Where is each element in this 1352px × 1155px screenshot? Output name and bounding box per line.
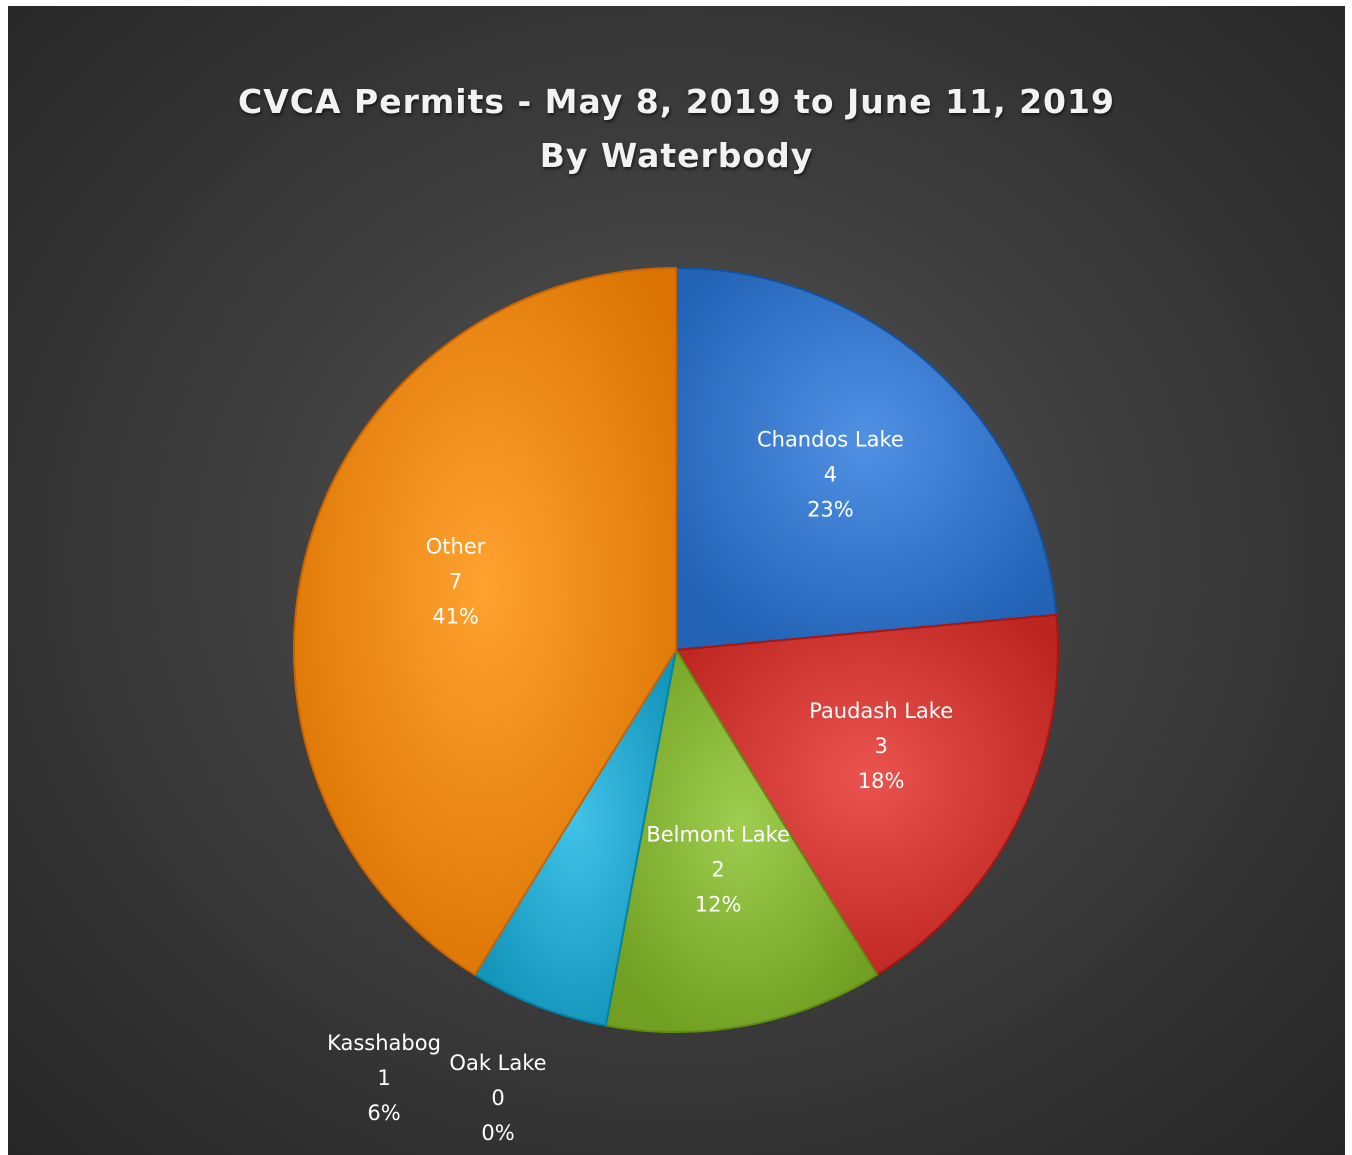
pie-slice-kasshabog (473, 649, 677, 1027)
data-label-belmont-lake-value: 2 (711, 857, 724, 881)
pie-slice-other (293, 266, 677, 977)
data-label-belmont-lake-name: Belmont Lake (646, 822, 790, 846)
data-label-other-value: 7 (449, 569, 462, 593)
data-label-other-percent: 41% (432, 604, 479, 628)
pie-slice-paudash-lake (674, 613, 1059, 977)
pie-slice-chandos-lake (675, 266, 1058, 652)
data-label-oak-lake-value: 0 (491, 1086, 504, 1110)
data-label-oak-lake-name: Oak Lake (449, 1051, 546, 1075)
data-label-paudash-lake-name: Paudash Lake (809, 699, 953, 723)
chart-title: CVCA Permits - May 8, 2019 to June 11, 2… (238, 82, 1115, 121)
data-label-paudash-lake: Paudash Lake 3 18% (809, 699, 953, 793)
data-label-chandos-lake: Chandos Lake 4 23% (757, 428, 904, 522)
data-label-chandos-lake-value: 4 (824, 463, 837, 487)
pie-chart: Chandos Lake 4 23% Paudash Lake 3 18% Belmont … (293, 266, 1059, 1145)
pie-data-labels: Chandos Lake 4 23% Paudash Lake 3 18% Belmont … (327, 428, 953, 1145)
data-label-other-name: Other (426, 534, 486, 558)
chart-area: CVCA Permits - May 8, 2019 to June 11, 2… (8, 6, 1345, 1155)
data-label-paudash-lake-value: 3 (874, 734, 887, 758)
data-label-kasshabog: Kasshabog 1 6% (327, 1031, 441, 1125)
data-label-oak-lake-percent: 0% (481, 1121, 514, 1145)
data-label-belmont-lake: Belmont Lake 2 12% (646, 822, 790, 916)
chart-subtitle: By Waterbody (539, 136, 814, 175)
data-label-kasshabog-name: Kasshabog (327, 1031, 441, 1055)
data-label-oak-lake: Oak Lake 0 0% (449, 1051, 546, 1145)
pie-slice-belmont-lake (604, 647, 879, 1033)
data-label-kasshabog-value: 1 (377, 1066, 390, 1090)
data-label-paudash-lake-percent: 18% (858, 769, 905, 793)
data-label-belmont-lake-percent: 12% (695, 892, 742, 916)
pie-slices (293, 266, 1059, 1033)
data-label-chandos-lake-name: Chandos Lake (757, 428, 904, 452)
data-label-chandos-lake-percent: 23% (807, 498, 854, 522)
data-label-kasshabog-percent: 6% (367, 1101, 400, 1125)
data-label-other: Other 7 41% (426, 534, 486, 628)
